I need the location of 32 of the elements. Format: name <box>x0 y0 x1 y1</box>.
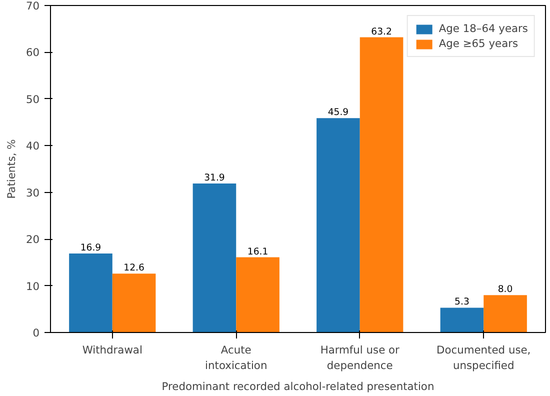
data-label: 5.3 <box>454 296 470 308</box>
data-label: 63.2 <box>371 26 392 38</box>
legend-label: Age 18–64 years <box>438 22 528 35</box>
legend-label: Age ≥65 years <box>438 37 518 50</box>
y-axis-title: Patients, % <box>4 139 18 199</box>
data-label: 31.9 <box>204 172 225 184</box>
bar <box>192 183 236 332</box>
y-tick-label: 40 <box>26 140 40 153</box>
x-tick-label: Harmful use or dependence <box>320 344 400 372</box>
data-label: 12.6 <box>124 262 144 274</box>
bar <box>112 274 156 332</box>
y-tick-label: 20 <box>26 233 40 246</box>
bar <box>316 118 360 332</box>
x-tick-label: Withdrawal <box>82 344 142 356</box>
x-axis-title: Predominant recorded alcohol-related presentation <box>162 380 434 394</box>
data-label: 16.9 <box>80 242 102 254</box>
x-tick-label: Acute intoxication <box>205 344 268 372</box>
y-tick-label: 70 <box>26 0 40 12</box>
bar <box>440 308 484 332</box>
y-tick-label: 50 <box>26 92 40 106</box>
y-tick-label: 10 <box>26 280 40 293</box>
bar <box>236 257 280 332</box>
bar <box>360 37 404 332</box>
x-tick-label: Documented use, unspecified <box>436 344 531 372</box>
bar <box>484 295 527 332</box>
bar <box>69 254 112 332</box>
y-tick-label: 30 <box>26 186 40 200</box>
y-tick-label: 60 <box>26 46 40 60</box>
data-label: 8.0 <box>498 284 513 296</box>
data-label: 45.9 <box>328 107 349 118</box>
data-label: 16.1 <box>247 246 268 258</box>
y-tick-label: 0 <box>32 326 40 340</box>
